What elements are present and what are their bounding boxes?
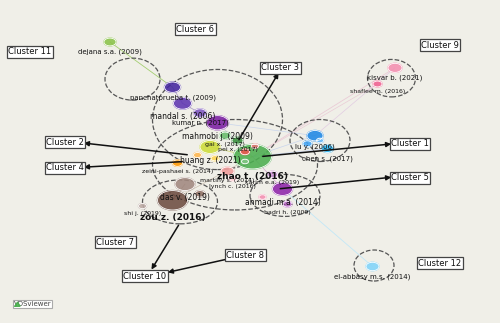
Text: badri h. (2009): badri h. (2009): [264, 210, 311, 214]
Text: zou z. (2016): zou z. (2016): [140, 213, 205, 222]
Circle shape: [158, 191, 188, 210]
Circle shape: [373, 81, 382, 87]
Circle shape: [194, 109, 206, 117]
Text: zeini-pashaei s. (2014): zeini-pashaei s. (2014): [142, 169, 213, 174]
Text: mandal s. (2006): mandal s. (2006): [150, 112, 215, 121]
Circle shape: [220, 132, 230, 139]
Circle shape: [138, 203, 146, 209]
Text: VOSviewer: VOSviewer: [14, 301, 52, 307]
Text: el-abbasy m.s. (2014): el-abbasy m.s. (2014): [334, 273, 410, 280]
Circle shape: [234, 144, 272, 169]
Circle shape: [316, 138, 324, 143]
Circle shape: [200, 141, 220, 153]
Text: Cluster 9: Cluster 9: [421, 41, 459, 50]
Circle shape: [366, 262, 379, 271]
Text: kisvar b. (2021): kisvar b. (2021): [368, 75, 422, 81]
Text: gai x. (2017): gai x. (2017): [205, 142, 245, 147]
Circle shape: [303, 141, 312, 147]
Text: mahmobi j. (2009): mahmobi j. (2009): [182, 132, 253, 141]
Text: huang z. (2021): huang z. (2021): [180, 156, 240, 165]
Circle shape: [228, 175, 237, 181]
Text: kumar n. (2017): kumar n. (2017): [172, 120, 228, 126]
Circle shape: [211, 156, 219, 161]
Text: ahmadi m.a. (2014): ahmadi m.a. (2014): [244, 198, 320, 207]
Circle shape: [307, 130, 323, 141]
Circle shape: [283, 201, 292, 207]
Text: Cluster 10: Cluster 10: [124, 272, 166, 281]
Text: Cluster 8: Cluster 8: [226, 251, 264, 260]
Text: Cluster 12: Cluster 12: [418, 259, 462, 268]
Text: Cluster 7: Cluster 7: [96, 238, 134, 247]
Circle shape: [175, 178, 195, 191]
Text: shaflee m. (2016): shaflee m. (2016): [350, 89, 405, 94]
Text: Cluster 2: Cluster 2: [46, 138, 84, 147]
Text: Cluster 1: Cluster 1: [391, 139, 429, 148]
Circle shape: [242, 159, 248, 164]
Circle shape: [259, 195, 266, 199]
Circle shape: [268, 171, 278, 178]
Circle shape: [194, 152, 202, 158]
Circle shape: [104, 38, 116, 46]
Polygon shape: [15, 302, 20, 306]
Text: chen s. (2017): chen s. (2017): [302, 155, 353, 162]
Circle shape: [164, 82, 180, 92]
Text: martiny s. (2014): martiny s. (2014): [200, 178, 254, 183]
Text: Cluster 5: Cluster 5: [391, 173, 429, 182]
Circle shape: [206, 116, 229, 130]
Text: dejana s.a. (2009): dejana s.a. (2009): [78, 48, 142, 55]
Text: panchatprueba t. (2009): panchatprueba t. (2009): [130, 95, 216, 101]
Circle shape: [272, 182, 292, 195]
Circle shape: [174, 98, 192, 109]
Text: Cluster 4: Cluster 4: [46, 163, 84, 172]
Text: lynch c. (2016): lynch c. (2016): [209, 184, 256, 189]
Text: lu y. (2006): lu y. (2006): [295, 143, 335, 150]
Text: pei x. (2017): pei x. (2017): [218, 147, 258, 151]
Text: Cluster 11: Cluster 11: [8, 47, 52, 56]
Text: Cluster 6: Cluster 6: [176, 25, 214, 34]
Circle shape: [388, 63, 402, 72]
Text: shi j. (2019): shi j. (2019): [124, 211, 161, 216]
Circle shape: [195, 191, 205, 197]
Text: zhao t. (2016): zhao t. (2016): [217, 172, 288, 181]
Circle shape: [240, 149, 250, 155]
Circle shape: [252, 144, 258, 148]
Text: Cluster 3: Cluster 3: [261, 63, 299, 72]
Text: karim e.a. (2019): karim e.a. (2019): [246, 180, 300, 185]
Text: das v. (2019): das v. (2019): [160, 193, 210, 202]
Circle shape: [322, 145, 334, 152]
Circle shape: [221, 167, 234, 175]
Circle shape: [232, 137, 243, 144]
Circle shape: [172, 160, 182, 166]
